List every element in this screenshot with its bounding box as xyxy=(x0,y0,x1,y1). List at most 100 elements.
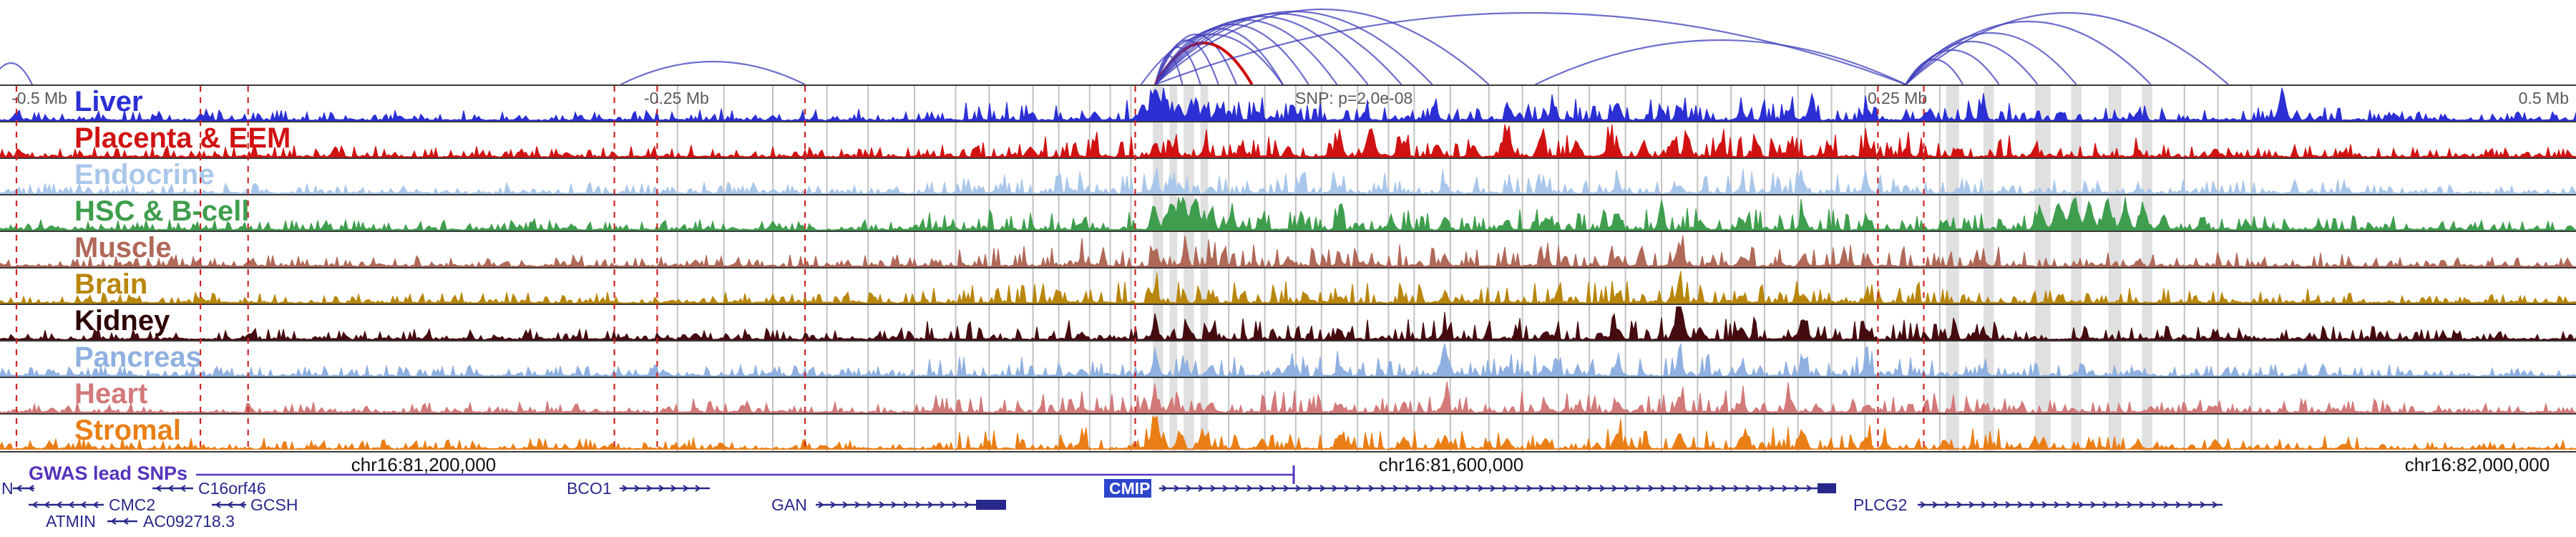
strand-arrow-icon xyxy=(1636,485,1642,492)
gene-label[interactable]: CMC2 xyxy=(109,495,155,514)
strand-arrow-icon xyxy=(1733,485,1740,492)
signal-plot xyxy=(0,196,2576,231)
strand-arrow-icon xyxy=(2187,501,2194,508)
signal-area xyxy=(0,271,2576,304)
strand-arrow-icon xyxy=(1660,485,1667,492)
track-label[interactable]: HSC & B-cell xyxy=(74,195,250,227)
strand-arrow-icon xyxy=(940,501,946,508)
track-label[interactable]: Kidney xyxy=(74,305,170,337)
track-label[interactable]: Liver xyxy=(74,86,143,117)
track-label[interactable]: Heart xyxy=(74,378,148,410)
strand-arrow-icon xyxy=(1794,485,1800,492)
strand-arrow-icon xyxy=(2139,501,2145,508)
strand-arrow-icon xyxy=(1648,485,1654,492)
ruler-label: -0.25 Mb xyxy=(644,89,709,107)
strand-arrow-icon xyxy=(1782,485,1788,492)
gwas-lead-snps-label[interactable]: GWAS lead SNPs xyxy=(29,463,187,484)
signal-track-row-brain[interactable]: Brain xyxy=(0,268,2576,305)
signal-track-row-placenta-eem[interactable]: Placenta & EEM xyxy=(0,122,2576,159)
signal-area xyxy=(0,167,2576,194)
interaction-arc[interactable] xyxy=(1535,39,1906,84)
strand-arrow-icon xyxy=(1944,501,1951,508)
track-label[interactable]: Placenta & EEM xyxy=(74,122,291,154)
strand-arrow-icon xyxy=(658,485,665,492)
gene-exon-block xyxy=(976,500,1006,510)
signal-track-row-stromal[interactable]: Stromal xyxy=(0,415,2576,451)
gene-highlight-box[interactable] xyxy=(1104,479,1151,498)
strand-arrow-icon xyxy=(1429,485,1435,492)
strand-arrow-icon xyxy=(1198,485,1204,492)
signal-track-row-kidney[interactable]: Kidney xyxy=(0,305,2576,342)
gene-label[interactable]: BCO1 xyxy=(567,479,612,498)
strand-arrow-icon xyxy=(1174,485,1180,492)
strand-arrow-icon xyxy=(1186,485,1192,492)
strand-arrow-icon xyxy=(80,501,87,508)
strand-arrow-icon xyxy=(622,485,628,492)
track-label[interactable]: Pancreas xyxy=(74,342,202,373)
signal-track-row-heart[interactable]: Heart xyxy=(0,378,2576,415)
signal-track-row-muscle[interactable]: Muscle xyxy=(0,232,2576,268)
track-label[interactable]: Endocrine xyxy=(74,159,215,190)
strand-arrow-icon xyxy=(56,501,62,508)
strand-arrow-icon xyxy=(2041,501,2048,508)
strand-arrow-icon xyxy=(1526,485,1533,492)
gene-label[interactable]: C16orf46 xyxy=(198,479,266,498)
strand-arrow-icon xyxy=(155,485,162,492)
signal-track-area: Liver Placenta & EEM Endocrine HSC & B-cell… xyxy=(0,84,2576,453)
gene-label[interactable]: AC092718.3 xyxy=(143,512,235,531)
gene-label[interactable]: GAN xyxy=(771,495,807,514)
gene-label[interactable]: ATMIN xyxy=(46,512,96,531)
gene-label[interactable]: CMIP xyxy=(1109,479,1151,498)
interaction-arc[interactable] xyxy=(1154,8,1490,84)
interaction-arc[interactable] xyxy=(1905,11,2229,84)
signal-area xyxy=(0,381,2576,413)
signal-area xyxy=(0,87,2576,121)
strand-arrow-icon xyxy=(122,518,129,525)
interaction-arc[interactable] xyxy=(0,62,33,84)
gene-track[interactable]: chr16:81,200,000 chr16:81,600,000 chr16:82… xyxy=(0,453,2576,537)
interaction-arc[interactable] xyxy=(620,61,806,84)
signal-track-row-hsc-b-cell[interactable]: HSC & B-cell xyxy=(0,195,2576,232)
strand-arrow-icon xyxy=(683,485,689,492)
track-label[interactable]: Muscle xyxy=(74,232,172,263)
interaction-arc[interactable] xyxy=(1140,33,1284,84)
strand-arrow-icon xyxy=(1332,485,1338,492)
strand-arrow-icon xyxy=(1697,485,1703,492)
gene-label[interactable]: N xyxy=(1,479,14,498)
track-label[interactable]: Brain xyxy=(74,268,148,300)
ruler-labels: -0.5 Mb -0.25 Mb SNP: p=2.0e-08 0.25 Mb 0.5 … xyxy=(0,86,2576,115)
strand-arrow-icon xyxy=(952,501,958,508)
strand-arrow-icon xyxy=(1392,485,1399,492)
interaction-arc[interactable] xyxy=(1155,11,1906,84)
strand-arrow-icon xyxy=(830,501,836,508)
interaction-arc[interactable] xyxy=(1154,12,1402,84)
gene-label[interactable]: PLCG2 xyxy=(1853,495,1907,514)
strand-arrow-icon xyxy=(68,501,74,508)
strand-arrow-icon xyxy=(1920,501,1926,508)
strand-arrow-icon xyxy=(2029,501,2036,508)
signal-track-row-endocrine[interactable]: Endocrine xyxy=(0,159,2576,195)
interaction-arc[interactable] xyxy=(1905,32,2077,84)
strand-arrow-icon xyxy=(1956,501,1963,508)
strand-arrow-icon xyxy=(2078,501,2084,508)
interaction-arc[interactable] xyxy=(1154,16,1369,84)
strand-arrow-icon xyxy=(1295,485,1302,492)
strand-arrow-icon xyxy=(1344,485,1350,492)
interaction-arc[interactable] xyxy=(1905,20,2152,84)
strand-arrow-icon xyxy=(2066,501,2072,508)
gene-exon-block xyxy=(1818,483,1836,493)
signal-track-row-liver[interactable]: Liver xyxy=(0,86,2576,122)
signal-track-row-pancreas[interactable]: Pancreas xyxy=(0,342,2576,378)
strand-arrow-icon xyxy=(1587,485,1594,492)
snp-band xyxy=(1169,86,1178,451)
strand-arrow-icon xyxy=(92,501,99,508)
interaction-arc[interactable] xyxy=(1154,33,1238,84)
chromatin-interaction-arcs-track[interactable] xyxy=(0,0,2576,84)
track-label[interactable]: Stromal xyxy=(74,415,181,446)
ruler-label: 0.25 Mb xyxy=(1868,89,1928,107)
gene-label[interactable]: GCSH xyxy=(250,495,298,514)
strand-arrow-icon xyxy=(1246,485,1253,492)
signal-plot xyxy=(0,381,2576,413)
interaction-arc[interactable] xyxy=(1154,27,1284,84)
